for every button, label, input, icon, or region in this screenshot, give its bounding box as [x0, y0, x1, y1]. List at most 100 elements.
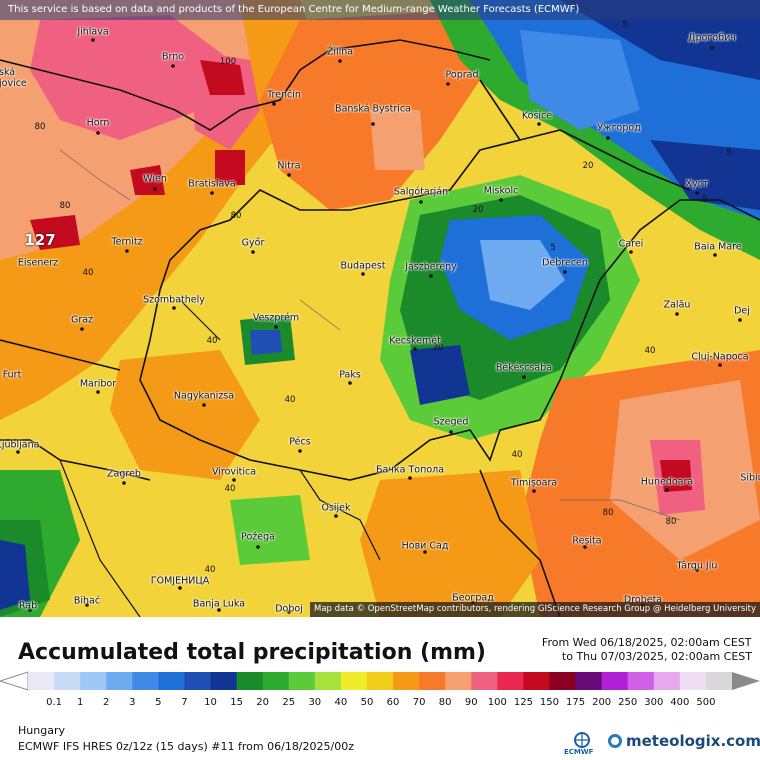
city-label: Brno — [161, 51, 185, 63]
isoline-label: 40 — [644, 346, 656, 356]
colorbar-swatch — [314, 672, 342, 690]
map-attribution: Map data © OpenStreetMap contributors, r… — [310, 602, 760, 617]
city-label: Banská Bystrica — [335, 103, 411, 115]
colorbar-tick-label: 80 — [438, 697, 452, 708]
colorbar-swatch — [28, 672, 55, 690]
precipitation-field — [0, 0, 760, 617]
city-label: Timișoara — [510, 477, 558, 489]
colorbar-swatch — [132, 672, 159, 690]
colorbar-swatch — [549, 672, 577, 690]
colorbar-tick-label: 1 — [76, 697, 84, 708]
colorbar-tick-label: 30 — [308, 697, 322, 708]
city-label: Baia Mare — [694, 241, 742, 253]
city-label: Pécs — [289, 436, 311, 448]
colorbar-swatch — [54, 672, 81, 690]
city-label: Sibiu — [740, 472, 760, 484]
city-label: Bihać — [73, 595, 101, 607]
city-label: Žilina — [326, 46, 354, 58]
city-label: Târgu Jiu — [676, 560, 718, 572]
colorbar-swatch — [601, 672, 629, 690]
colorbar-swatch — [653, 672, 681, 690]
colorbar-tick-label: 25 — [282, 697, 296, 708]
city-label: Zalău — [663, 299, 691, 311]
colorbar-tick-label: 0.1 — [46, 697, 63, 708]
colorbar-tick-label: 150 — [539, 697, 560, 708]
colorbar-tick-label: 70 — [412, 697, 426, 708]
isoline-label: 5 — [726, 148, 732, 158]
colorbar-swatch — [497, 672, 524, 690]
city-label: Бачка Топола — [375, 464, 445, 476]
colorbar-swatch — [393, 672, 420, 690]
city-label: Хуст — [685, 178, 709, 190]
city-label: Virovitica — [211, 466, 257, 478]
city-label: Veszprém — [252, 312, 300, 324]
colorbar-tick-label: 40 — [334, 697, 348, 708]
city-label: Zagreb — [107, 468, 141, 480]
isoline-label: 80 — [602, 508, 614, 518]
isoline-label: 40 — [224, 484, 236, 494]
colorbar-labels: 0.1 1 2 3 5 7 10 15 20 25 30 40 50 60 70 80 90 100 125 150 1… — [0, 697, 760, 711]
meteologix-logo-icon — [608, 734, 622, 748]
ecmwf-brand: ECMWF — [564, 748, 594, 756]
isoline-label: 20 — [472, 205, 484, 215]
city-label: Drobeta — [623, 594, 663, 606]
city-label: Poprad — [445, 69, 479, 81]
city-label: Ternitz — [111, 236, 143, 248]
period-to: to Thu 07/03/2025, 02:00am CEST — [561, 650, 752, 663]
isoline-label: 20 — [582, 161, 594, 171]
colorbar-tick-label: 200 — [592, 697, 612, 708]
isoline-label: 40 — [204, 565, 216, 575]
colorbar-tick-label: 60 — [386, 697, 400, 708]
city-label: Maribor — [79, 378, 117, 390]
isoline-label: 40 — [82, 268, 94, 278]
colorbar-tick-label: 2 — [103, 697, 110, 708]
colorbar-swatch — [679, 672, 707, 690]
city-label: Požega — [241, 531, 275, 543]
city-label: Wien — [143, 173, 167, 185]
colorbar-tick-label: 400 — [670, 697, 690, 708]
city-label: Miskolc — [483, 185, 519, 197]
city-label: Београд — [452, 592, 494, 604]
colorbar-swatch — [445, 672, 472, 690]
isoline-label: 80 — [230, 211, 242, 221]
isoline-label: 80 — [59, 201, 71, 211]
colorbar-swatch — [262, 672, 290, 690]
colorbar-swatch — [288, 672, 316, 690]
city-label: Нови Сад — [401, 540, 449, 552]
city-label: Košice — [521, 110, 553, 122]
forecast-period: From Wed 06/18/2025, 02:00am CEST to Thu… — [542, 636, 752, 664]
colorbar-swatch — [419, 672, 446, 690]
colorbar-tick-label: 20 — [256, 697, 270, 708]
precipitation-map[interactable]: This service is based on data and produc… — [0, 0, 760, 617]
isoline-label: 40 — [206, 336, 218, 346]
isoline-label: 80 — [665, 517, 677, 527]
city-label: Nagykanizsa — [173, 390, 235, 402]
colorbar-tick-label: 5 — [155, 697, 162, 708]
city-label: Rab — [18, 600, 38, 612]
city-label: Jászberény — [405, 261, 457, 273]
city-label: Ужгород — [597, 122, 641, 134]
colorbar-swatch — [627, 672, 655, 690]
city-label: Trenčín — [267, 89, 301, 101]
city-label: Paks — [339, 369, 361, 381]
city-label: Osijek — [321, 502, 351, 514]
meteologix-brand[interactable]: meteologix.com — [626, 732, 760, 750]
colorbar-swatch — [366, 672, 394, 690]
isoline-label: 40 — [284, 395, 296, 405]
city-label: Dej — [734, 305, 750, 317]
city-label: Salgótarján — [393, 186, 449, 198]
model-info: ECMWF IFS HRES 0z/12z (15 days) #11 from… — [18, 740, 354, 753]
colorbar-swatch — [471, 672, 498, 690]
colorbar-swatch — [80, 672, 107, 690]
colorbar-tick-label: 7 — [181, 697, 188, 708]
colorbar-swatch — [340, 672, 368, 690]
city-label: Kecskemét — [389, 335, 441, 347]
colorbar — [0, 671, 760, 691]
colorbar-swatch — [575, 672, 603, 690]
colorbar-right-arrow — [732, 672, 760, 690]
colorbar-tick-label: 300 — [644, 697, 664, 708]
city-label: Ljubljana — [0, 439, 40, 451]
colorbar-tick-label: 10 — [204, 697, 217, 708]
isoline-label: 80 — [34, 122, 46, 132]
region-name: Hungary — [18, 724, 65, 737]
